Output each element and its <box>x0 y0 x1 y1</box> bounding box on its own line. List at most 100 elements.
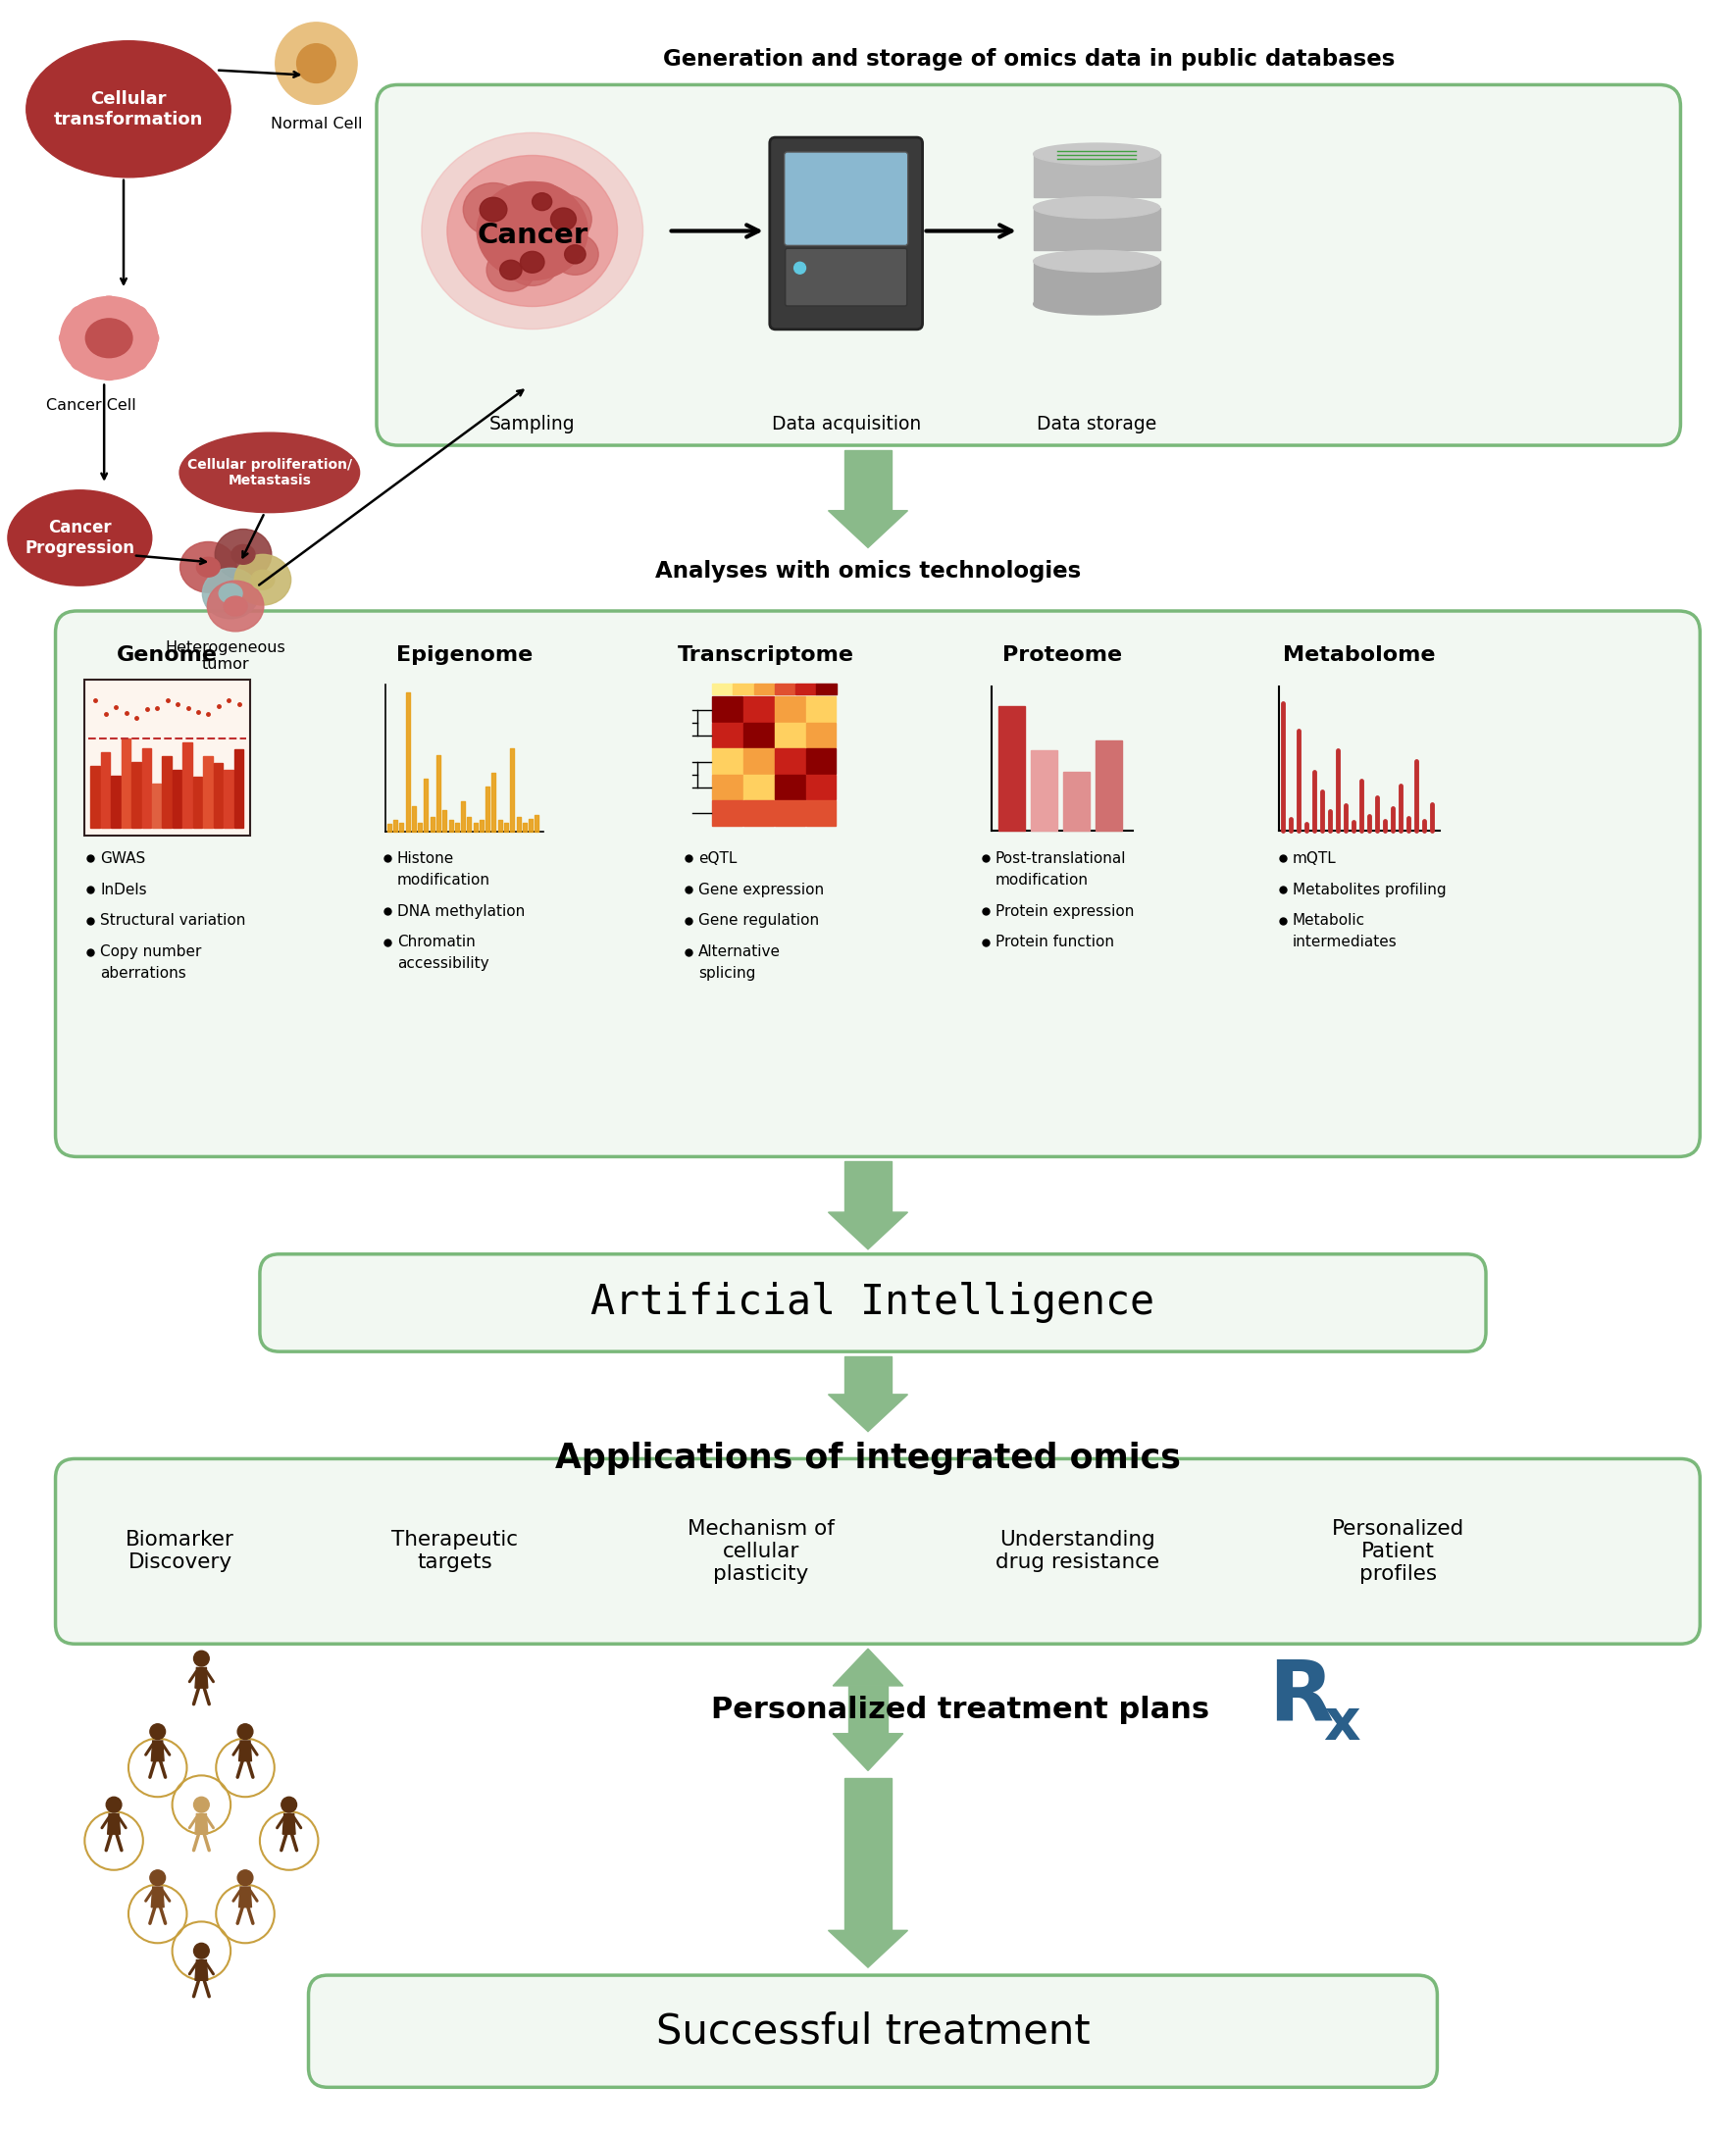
Ellipse shape <box>207 581 264 632</box>
Text: Transcriptome: Transcriptome <box>677 645 854 664</box>
Polygon shape <box>1033 261 1160 303</box>
Ellipse shape <box>196 557 220 577</box>
Circle shape <box>238 1724 253 1739</box>
Ellipse shape <box>533 192 552 211</box>
FancyBboxPatch shape <box>260 1254 1486 1352</box>
Text: Data acquisition: Data acquisition <box>771 414 920 434</box>
Ellipse shape <box>564 246 585 263</box>
Text: Analyses with omics technologies: Analyses with omics technologies <box>654 560 1082 583</box>
Bar <box>743 696 774 722</box>
Polygon shape <box>240 1886 252 1907</box>
Bar <box>1031 750 1057 831</box>
Bar <box>101 752 109 827</box>
Text: intermediates: intermediates <box>1292 936 1397 951</box>
Text: eQTL: eQTL <box>698 850 738 865</box>
Bar <box>122 739 130 827</box>
Text: Histone: Histone <box>398 850 455 865</box>
Ellipse shape <box>137 329 158 346</box>
Circle shape <box>194 1651 208 1666</box>
Ellipse shape <box>215 530 271 579</box>
Bar <box>90 767 99 827</box>
Text: mQTL: mQTL <box>1292 850 1337 865</box>
Text: Artificial Intelligence: Artificial Intelligence <box>590 1282 1154 1324</box>
Polygon shape <box>1033 154 1160 197</box>
Ellipse shape <box>500 261 523 280</box>
Ellipse shape <box>464 184 524 237</box>
Bar <box>214 763 222 827</box>
Bar <box>142 748 151 827</box>
Text: GWAS: GWAS <box>101 850 146 865</box>
Bar <box>774 684 795 694</box>
Text: Structural variation: Structural variation <box>101 914 247 929</box>
Ellipse shape <box>479 197 507 222</box>
Bar <box>806 775 837 799</box>
Polygon shape <box>151 1741 163 1760</box>
Text: Metabolites profiling: Metabolites profiling <box>1292 882 1446 897</box>
Bar <box>753 684 774 694</box>
Text: Post-translational: Post-translational <box>995 850 1127 865</box>
Polygon shape <box>845 1356 891 1395</box>
Text: Protein expression: Protein expression <box>995 904 1134 918</box>
Polygon shape <box>151 1886 163 1907</box>
Ellipse shape <box>521 182 564 220</box>
Text: accessibility: accessibility <box>398 957 490 972</box>
FancyBboxPatch shape <box>56 1459 1700 1645</box>
Ellipse shape <box>505 239 559 286</box>
Text: Personalized
Patient
profiles: Personalized Patient profiles <box>1332 1519 1465 1585</box>
Text: Protein function: Protein function <box>995 936 1115 951</box>
Circle shape <box>281 1796 297 1813</box>
Text: Metabolic: Metabolic <box>1292 914 1364 929</box>
Text: Sampling: Sampling <box>490 414 575 434</box>
Polygon shape <box>828 1931 908 1967</box>
Text: Data storage: Data storage <box>1036 414 1156 434</box>
Text: Genome: Genome <box>116 645 219 664</box>
FancyBboxPatch shape <box>785 248 906 305</box>
Bar <box>132 763 141 827</box>
Text: DNA methylation: DNA methylation <box>398 904 524 918</box>
Bar <box>1095 741 1123 831</box>
Bar <box>795 684 816 694</box>
Bar <box>806 722 837 748</box>
Ellipse shape <box>477 182 587 280</box>
Polygon shape <box>108 1813 120 1835</box>
Bar <box>743 748 774 773</box>
Ellipse shape <box>552 233 599 276</box>
Circle shape <box>106 1796 122 1813</box>
Polygon shape <box>849 1685 887 1734</box>
Ellipse shape <box>231 545 255 564</box>
Bar <box>998 705 1026 831</box>
Bar <box>203 756 212 827</box>
Text: Cellular proliferation/
Metastasis: Cellular proliferation/ Metastasis <box>187 457 352 487</box>
Bar <box>712 684 733 694</box>
Text: Cancer
Progression: Cancer Progression <box>24 519 135 557</box>
Ellipse shape <box>61 297 158 380</box>
Text: Normal Cell: Normal Cell <box>271 117 363 132</box>
Polygon shape <box>833 1734 903 1771</box>
Text: x: x <box>1323 1696 1361 1752</box>
Bar <box>712 801 743 824</box>
Text: modification: modification <box>995 874 1088 886</box>
Text: Generation and storage of omics data in public databases: Generation and storage of omics data in … <box>663 47 1394 70</box>
Bar <box>733 684 753 694</box>
Text: Therapeutic
targets: Therapeutic targets <box>391 1529 517 1572</box>
Polygon shape <box>194 1813 208 1835</box>
Bar <box>774 801 806 824</box>
Text: Gene expression: Gene expression <box>698 882 825 897</box>
Polygon shape <box>828 1213 908 1250</box>
Ellipse shape <box>234 555 292 604</box>
Bar <box>743 722 774 748</box>
Ellipse shape <box>7 489 151 585</box>
Bar <box>193 778 203 827</box>
Text: Personalized treatment plans: Personalized treatment plans <box>712 1696 1210 1724</box>
Polygon shape <box>194 1668 208 1687</box>
Bar <box>774 722 806 748</box>
FancyBboxPatch shape <box>56 611 1700 1158</box>
Bar <box>161 756 172 827</box>
Circle shape <box>149 1724 165 1739</box>
Bar <box>774 775 806 799</box>
Polygon shape <box>833 1649 903 1685</box>
Bar <box>712 696 743 722</box>
Bar <box>806 748 837 773</box>
Circle shape <box>194 1796 208 1813</box>
Ellipse shape <box>1033 197 1160 218</box>
